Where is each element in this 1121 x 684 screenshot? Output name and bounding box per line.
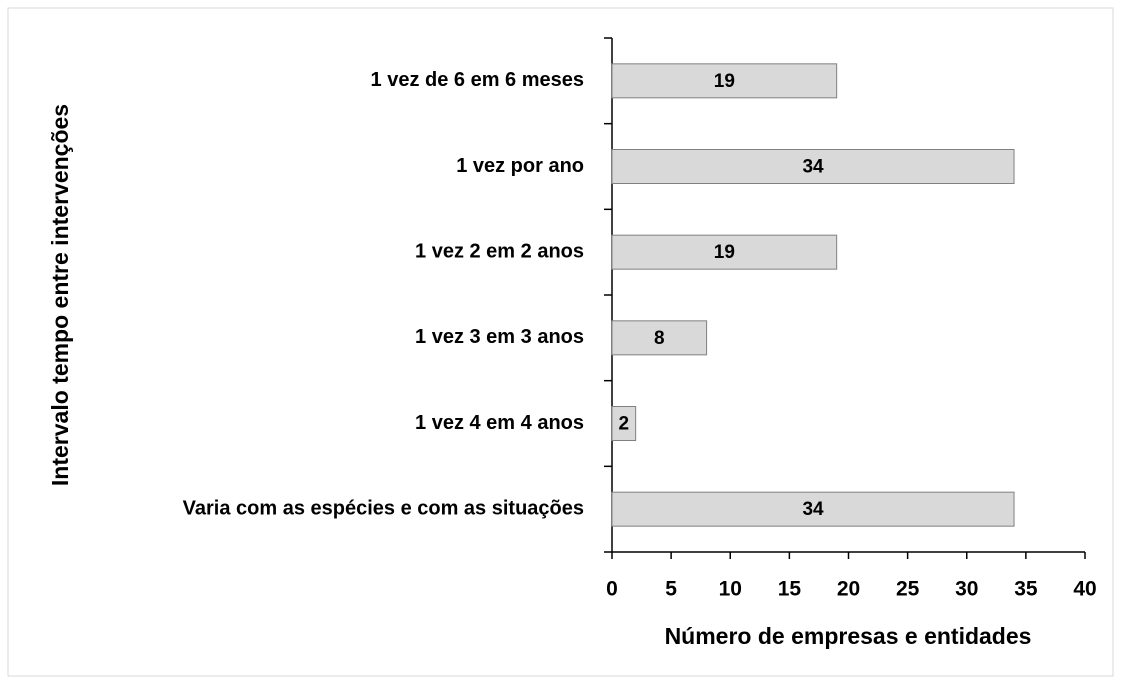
bar <box>611 491 1015 527</box>
x-tick-label: 20 <box>837 578 860 601</box>
bar <box>611 406 637 441</box>
y-tick-label: 1 vez 2 em 2 anos <box>415 240 584 262</box>
data-label: 34 <box>802 499 824 520</box>
x-tick-label: 10 <box>719 578 742 601</box>
x-tick-label: 25 <box>896 578 920 601</box>
x-tick-label: 0 <box>606 578 618 601</box>
data-label: 8 <box>654 328 665 349</box>
chart-border <box>7 7 1114 677</box>
bar <box>611 63 838 99</box>
x-tick-label: 15 <box>778 578 802 601</box>
data-label: 2 <box>619 414 630 435</box>
y-axis-title: Intervalo tempo entre intervenções <box>47 104 73 486</box>
x-tick-label: 40 <box>1073 578 1096 601</box>
x-tick-label: 35 <box>1014 578 1038 601</box>
data-label: 19 <box>714 71 735 92</box>
data-label: 19 <box>714 242 735 263</box>
x-tick-label: 5 <box>665 578 677 601</box>
y-tick-label: 1 vez por ano <box>456 155 584 177</box>
x-axis-title: Número de empresas e entidades <box>665 623 1032 649</box>
data-label: 34 <box>802 157 824 178</box>
y-tick-label: 1 vez de 6 em 6 meses <box>371 69 584 91</box>
x-tick-label: 30 <box>955 578 978 601</box>
y-tick-label: 1 vez 4 em 4 anos <box>415 412 584 434</box>
bar <box>611 149 1015 184</box>
bar <box>611 320 708 356</box>
y-tick-label: 1 vez 3 em 3 anos <box>415 326 584 348</box>
bar <box>611 234 838 270</box>
y-tick-label: Varia com as espécies e com as situações <box>183 497 584 519</box>
